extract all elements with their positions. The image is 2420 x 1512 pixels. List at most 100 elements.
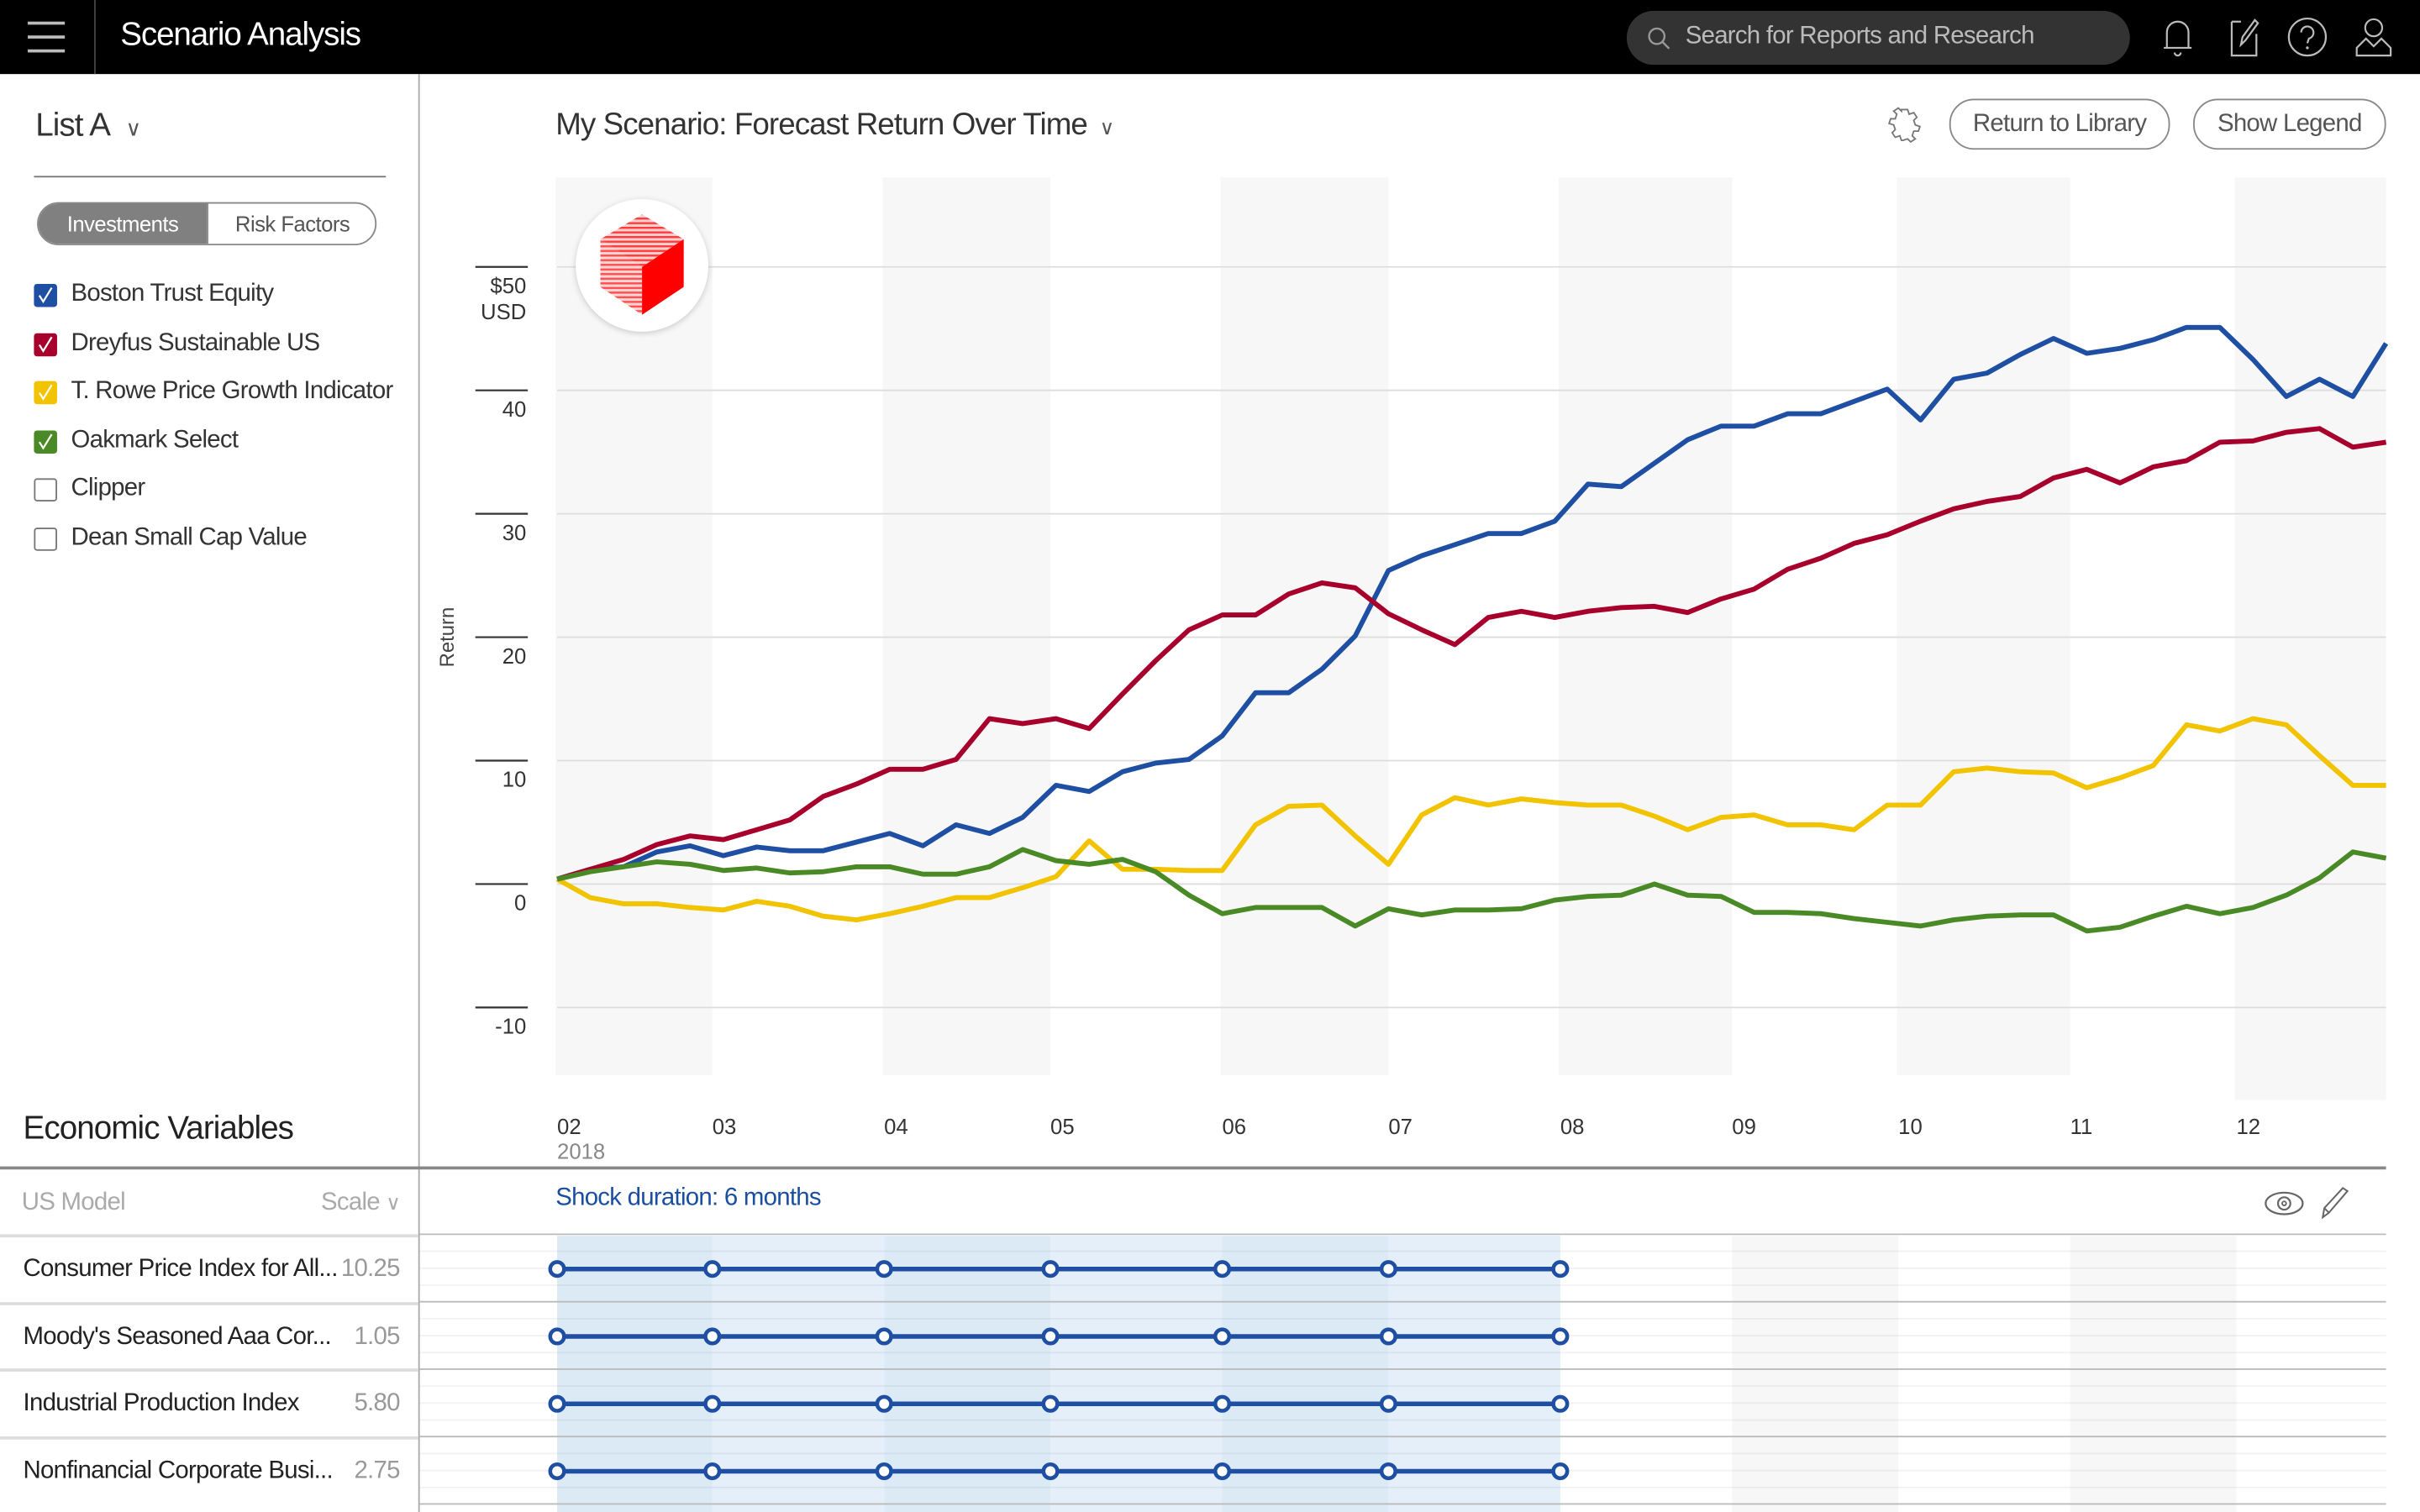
shock-node-handle[interactable] [1551, 1462, 1570, 1481]
shock-period-band [884, 1236, 1051, 1512]
shock-node-handle[interactable] [875, 1327, 893, 1346]
show-legend-button[interactable]: Show Legend [2193, 98, 2386, 150]
menu-icon[interactable] [0, 0, 96, 75]
variable-scale-value: 1.05 [354, 1323, 400, 1350]
bell-icon[interactable] [2154, 14, 2201, 60]
pencil-icon[interactable] [2318, 1185, 2352, 1222]
variable-scale-value: 2.75 [354, 1457, 400, 1485]
checkbox-checked[interactable] [34, 430, 57, 454]
variable-scale-value: 10.25 [340, 1256, 401, 1283]
economic-variable-row[interactable]: Consumer Price Index for All... 10.25 [0, 1234, 418, 1305]
shock-node-handle[interactable] [1551, 1260, 1570, 1278]
settings-gear-icon[interactable] [1886, 107, 1923, 144]
y-tick-label: 30 [502, 522, 527, 545]
shock-node-handle[interactable] [703, 1327, 722, 1346]
shock-node-handle[interactable] [1041, 1462, 1060, 1481]
app-title: Scenario Analysis [120, 17, 361, 53]
shock-node-handle[interactable] [1041, 1394, 1060, 1413]
search-icon [1648, 27, 1670, 50]
month-band [2070, 1236, 2237, 1512]
cube-icon [600, 214, 684, 315]
shock-node-handle[interactable] [1551, 1327, 1570, 1346]
checkbox-checked[interactable] [34, 283, 57, 307]
eye-icon[interactable] [2263, 1185, 2306, 1222]
shock-node-handle[interactable] [1041, 1260, 1060, 1278]
checkbox-checked[interactable] [34, 332, 57, 356]
checkbox-unchecked[interactable] [34, 528, 57, 551]
shock-node-handle[interactable] [875, 1260, 893, 1278]
variable-name: Moody's Seasoned Aaa Cor... [23, 1323, 332, 1350]
shock-node-handle[interactable] [875, 1462, 893, 1481]
shock-node-handle[interactable] [548, 1394, 566, 1413]
divider [0, 1166, 2386, 1170]
shock-node-handle[interactable] [1379, 1462, 1397, 1481]
shock-node-handle[interactable] [548, 1260, 566, 1278]
economic-variable-row[interactable]: Moody's Seasoned Aaa Cor... 1.05 [0, 1301, 418, 1373]
x-tick-label: 12 [2237, 1116, 2261, 1139]
shock-period-band [557, 1236, 713, 1512]
help-icon[interactable] [2284, 14, 2330, 60]
chevron-down-icon: ∨ [125, 115, 141, 141]
checkbox-unchecked[interactable] [34, 479, 57, 502]
divider [34, 176, 387, 178]
variable-name: Consumer Price Index for All... [23, 1256, 339, 1283]
y-tick-label: $50 [490, 275, 526, 298]
economic-variables-title: Economic Variables [23, 1110, 294, 1147]
shock-node-handle[interactable] [703, 1394, 722, 1413]
chevron-down-icon: ∨ [386, 1190, 401, 1215]
y-tick-label: 0 [514, 892, 526, 916]
economic-variable-row[interactable]: Industrial Production Index 5.80 [0, 1368, 418, 1440]
check-icon [38, 385, 53, 402]
series-line-boston-trust-equity[interactable] [556, 324, 2389, 882]
shock-node-handle[interactable] [1213, 1327, 1232, 1346]
shock-node-handle[interactable] [548, 1462, 566, 1481]
x-tick-label: 11 [2070, 1116, 2093, 1139]
shock-node-handle[interactable] [703, 1462, 722, 1481]
shock-node-handle[interactable] [703, 1260, 722, 1278]
series-line-t-rowe-price-growth-indicator[interactable] [555, 716, 2386, 923]
variable-name: Nonfinancial Corporate Busi... [23, 1457, 334, 1485]
chart-title-selector[interactable]: My Scenario: Forecast Return Over Time ∨ [555, 108, 1114, 144]
sidebar: List A ∨ Investments Risk Factors Boston … [0, 74, 420, 1512]
checkbox-checked[interactable] [34, 381, 57, 405]
x-tick-label: 05 [1050, 1116, 1075, 1139]
shock-node-handle[interactable] [1551, 1394, 1570, 1413]
shock-node-handle[interactable] [875, 1394, 893, 1413]
tab-risk-factors[interactable]: Risk Factors [207, 203, 375, 244]
shock-node-handle[interactable] [1379, 1394, 1397, 1413]
search-input[interactable]: Search for Reports and Research [1626, 10, 2130, 66]
month-band [1732, 1236, 1899, 1512]
shock-node-handle[interactable] [1379, 1327, 1397, 1346]
list-selector[interactable]: List A ∨ [35, 108, 141, 145]
investment-label: Clipper [71, 475, 145, 502]
shock-period-band [1050, 1236, 1223, 1512]
x-tick-label: 02 [557, 1116, 581, 1139]
investment-label: T. Rowe Price Growth Indicator [71, 378, 393, 405]
top-bar: Scenario Analysis Search for Reports and… [0, 0, 2420, 75]
economic-variable-row[interactable]: Nonfinancial Corporate Busi... 2.75 [0, 1436, 418, 1507]
shock-node-handle[interactable] [1213, 1260, 1232, 1278]
tab-investments[interactable]: Investments [38, 203, 208, 244]
series-line-oakmark-select[interactable] [556, 847, 2387, 934]
shock-node-handle[interactable] [1213, 1462, 1232, 1481]
shock-node-handle[interactable] [548, 1327, 566, 1346]
user-icon[interactable] [2350, 14, 2396, 60]
variable-scale-value: 5.80 [354, 1390, 400, 1417]
shock-duration-label: Shock duration: 6 months [555, 1184, 821, 1211]
forecast-return-chart: -10 0 10 20 30 40 $50 USD Return 02 03 04 05 06 07 08 09… [436, 177, 2389, 1164]
return-to-library-button[interactable]: Return to Library [1949, 98, 2170, 150]
shock-node-handle[interactable] [1041, 1327, 1060, 1346]
scale-dropdown[interactable]: Scale ∨ [321, 1189, 401, 1217]
shock-node-handle[interactable] [1213, 1394, 1232, 1413]
y-tick-label: 40 [502, 398, 527, 422]
y-tick-label: -10 [495, 1016, 526, 1039]
logo-cube-badge [576, 198, 709, 332]
shock-node-handle[interactable] [1379, 1260, 1397, 1278]
series-line-dreyfus-sustainable-us[interactable] [556, 426, 2387, 882]
x-tick-label: 10 [1898, 1116, 1923, 1139]
month-band [1388, 1236, 1560, 1512]
month-band [2234, 177, 2386, 1100]
edit-icon[interactable] [2219, 14, 2265, 60]
x-year-label: 2018 [557, 1140, 605, 1163]
y-axis-label: Return [436, 607, 459, 668]
